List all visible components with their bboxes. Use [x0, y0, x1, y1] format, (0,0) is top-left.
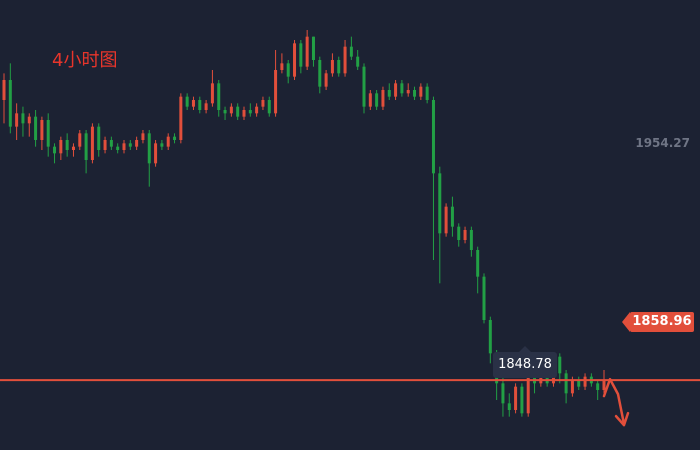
candle-body: [394, 83, 398, 97]
candle-body: [293, 43, 297, 77]
candle-body: [381, 90, 385, 107]
candle-body: [602, 380, 606, 390]
candle-body: [128, 143, 132, 147]
candle-body: [160, 143, 164, 147]
candle-body: [185, 96, 189, 107]
candle-body: [488, 320, 492, 354]
candle-body: [330, 60, 334, 74]
candle-body: [318, 60, 322, 87]
candle-body: [438, 173, 442, 234]
candle-body: [406, 90, 410, 94]
y-axis-label: 1954.27: [635, 136, 690, 150]
candle-body: [236, 106, 240, 117]
candle-body: [311, 36, 315, 60]
candle-body: [356, 56, 360, 67]
candle-body: [463, 230, 467, 240]
candle-body: [229, 106, 233, 114]
candle-body: [40, 120, 44, 140]
candle-body: [375, 93, 379, 107]
candle-body: [242, 110, 246, 117]
candle-body: [2, 80, 6, 100]
projection-arrow: [602, 377, 626, 426]
candle-body: [78, 133, 82, 147]
candle-body: [267, 100, 271, 114]
candle-body: [577, 380, 581, 387]
candle-body: [507, 403, 511, 410]
candle-body: [204, 103, 208, 110]
current-price-tag: 1858.96: [622, 312, 694, 332]
candle-body: [217, 83, 221, 110]
candle-body: [53, 146, 57, 154]
candle-body: [21, 113, 25, 124]
candle-body: [501, 383, 505, 404]
candle-body: [413, 90, 417, 97]
candle-body: [280, 63, 284, 70]
candle-body: [103, 140, 107, 150]
candle-body: [324, 73, 328, 87]
candle-body: [583, 376, 587, 387]
candle-body: [564, 373, 568, 394]
candle-body: [179, 96, 183, 140]
candle-body: [34, 116, 38, 140]
candle-body: [261, 100, 265, 107]
candle-body: [65, 140, 69, 150]
candle-body: [305, 36, 309, 67]
candle-body: [444, 206, 448, 234]
candle-body: [299, 43, 303, 67]
candle-body: [596, 383, 600, 390]
candle-body: [46, 120, 50, 147]
candle-body: [450, 206, 454, 227]
candle-body: [84, 133, 88, 160]
candle-body: [349, 46, 353, 57]
candle-body: [166, 136, 170, 147]
candle-body: [469, 230, 473, 250]
candle-body: [476, 250, 480, 277]
candle-body: [337, 60, 341, 74]
candle-body: [431, 100, 435, 174]
candle-body: [90, 126, 94, 160]
candle-body: [274, 70, 278, 114]
candle-body: [147, 133, 151, 164]
candle-body: [343, 46, 347, 74]
candle-body: [482, 276, 486, 320]
candle-body: [526, 370, 530, 414]
candle-body: [71, 146, 75, 150]
candle-body: [198, 100, 202, 110]
candle-body: [558, 356, 562, 374]
candle-body: [457, 226, 461, 240]
chart-title: 4小时图: [52, 50, 118, 71]
candle-body: [286, 63, 290, 77]
candle-body: [362, 66, 366, 107]
candle-body: [8, 80, 12, 127]
candle-body: [191, 100, 195, 107]
candle-body: [135, 140, 139, 147]
arrow-head: [614, 411, 630, 427]
candle-body: [520, 386, 524, 414]
candle-body: [27, 116, 31, 124]
candle-body: [514, 386, 518, 410]
candle-body: [173, 136, 177, 140]
candle-body: [59, 140, 63, 154]
candle-body: [425, 86, 429, 100]
candle-body: [400, 83, 404, 94]
candle-body: [116, 146, 120, 150]
candle-body: [255, 106, 259, 114]
candle-body: [368, 93, 372, 107]
candle-body: [97, 126, 101, 150]
candle-body: [210, 83, 214, 104]
candle-body: [387, 90, 391, 97]
candle-body: [122, 143, 126, 150]
candle-body: [419, 86, 423, 97]
candle-body: [141, 133, 145, 140]
candle-body: [223, 110, 227, 114]
candle-body: [15, 113, 19, 127]
candle-body: [154, 143, 158, 164]
candle-body: [248, 110, 252, 114]
candle-body: [109, 140, 113, 147]
low-price-tag: 1848.78: [493, 346, 557, 378]
candle-body: [570, 380, 574, 394]
